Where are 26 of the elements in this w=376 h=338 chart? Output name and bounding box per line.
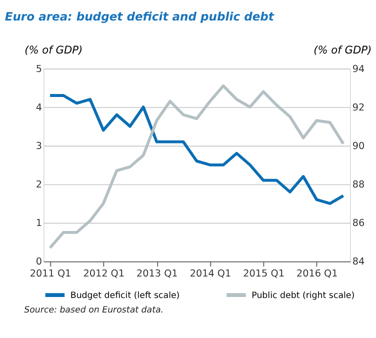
y-tick-label: 3 [36,141,42,152]
y-tick-label: 2 [36,180,42,191]
y2-axis-title: (% of GDP) [314,44,372,57]
chart-title: Euro area: budget deficit and public debt [4,9,274,24]
y-axis-title: (% of GDP) [24,44,83,57]
y2-tick-label: 94 [352,64,365,75]
y-tick-label: 0 [36,256,42,268]
x-tick-label: 2012 Q1 [83,268,124,280]
x-tick-label: 2013 Q1 [136,268,178,280]
y2-tick-label: 90 [352,141,365,152]
y2-tick-label: 92 [352,102,365,114]
x-tick-label: 2011 Q1 [30,268,72,280]
y2-tick-label: 86 [352,218,365,230]
source-note: Source: based on Eurostat data. [24,305,164,316]
x-tick-label: 2015 Q1 [243,268,284,280]
x-tick-label: 2014 Q1 [190,268,232,280]
y-tick-label: 1 [36,218,42,230]
y2-tick-label: 84 [352,256,365,268]
x-tick-label: 2016 Q1 [296,268,338,280]
line-series [48,84,345,250]
legend-label: Public debt (right scale) [252,290,355,301]
legend-label: Budget deficit (left scale) [70,290,180,301]
y-tick-label: 5 [36,64,42,75]
y-tick-label: 4 [36,102,42,114]
y2-tick-label: 88 [352,180,365,191]
line-series [48,94,345,205]
